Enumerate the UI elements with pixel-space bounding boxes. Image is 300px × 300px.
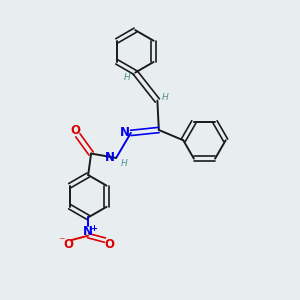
- Text: N: N: [83, 225, 93, 238]
- Text: O: O: [63, 238, 74, 251]
- Text: H: H: [121, 159, 128, 168]
- Text: O: O: [70, 124, 80, 137]
- Text: +: +: [90, 224, 97, 233]
- Text: H: H: [162, 93, 169, 102]
- Text: N: N: [105, 152, 115, 164]
- Text: ⁻: ⁻: [58, 235, 65, 248]
- Text: O: O: [104, 238, 114, 251]
- Text: H: H: [124, 74, 130, 82]
- Text: N: N: [119, 126, 129, 140]
